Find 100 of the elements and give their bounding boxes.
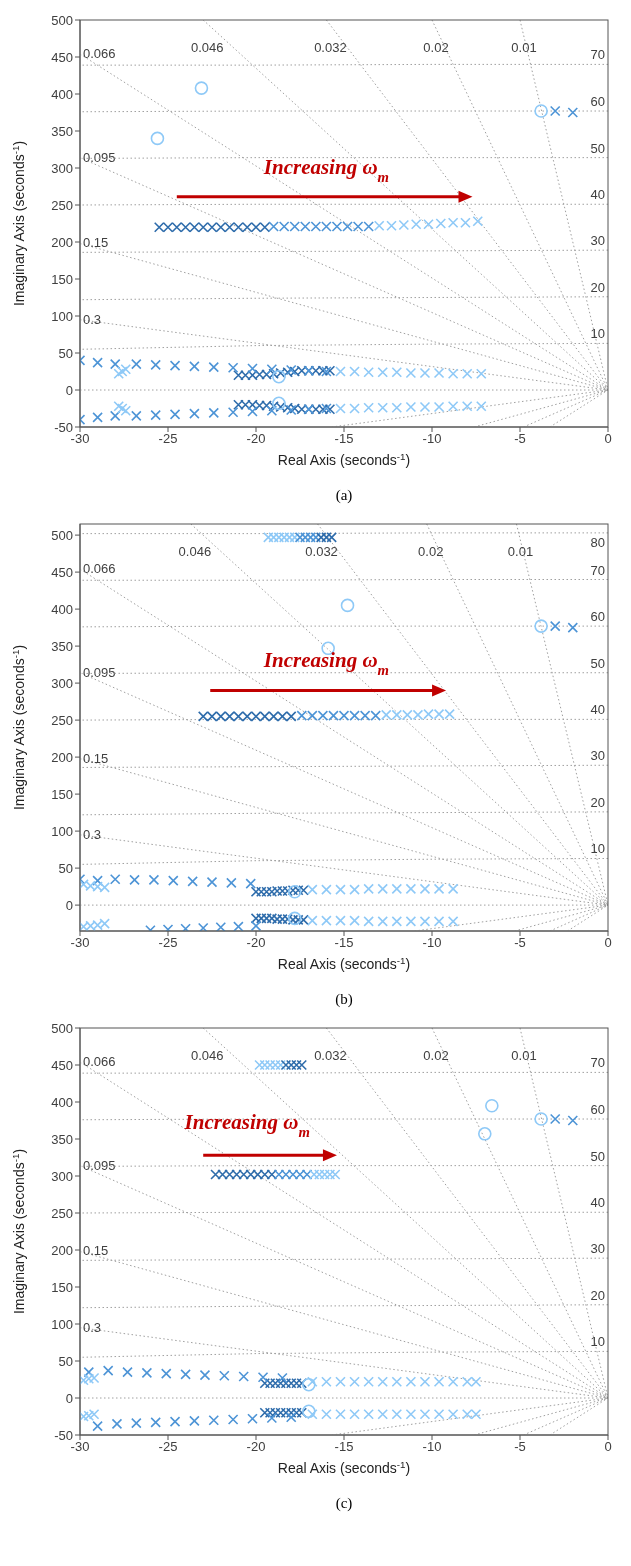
series-label: 70 <box>590 47 605 63</box>
series-label: 0.3 <box>83 826 102 842</box>
series-label: 0.032 <box>314 40 347 55</box>
series-label: 0.066 <box>83 46 116 62</box>
series-label: 0.046 <box>190 1048 224 1063</box>
y-tick-label: 450 <box>51 1057 73 1073</box>
annotation: Increasing ω$_{m}$ <box>262 154 390 185</box>
x-tick-label: 0 <box>604 935 612 951</box>
x-tick-label: -15 <box>334 935 354 951</box>
series-label: 20 <box>590 794 605 810</box>
series-label: 0.066 <box>83 1054 116 1070</box>
series-label: 0.3 <box>83 1319 102 1335</box>
y-tick-label: 300 <box>51 1168 73 1184</box>
x-tick-label: -10 <box>422 935 442 951</box>
x-tick-label: -5 <box>514 935 526 951</box>
annotation: Increasing ω$_{m}$ <box>183 1109 310 1140</box>
x-axis-title: Real Axis (seconds$^{-1}$) <box>277 954 411 972</box>
annotation: Increasing ω$_{m}$ <box>262 647 390 678</box>
y-tick-label: 300 <box>51 160 73 176</box>
text: (a) <box>335 487 353 504</box>
series-label: 0.01 <box>511 1048 537 1063</box>
y-tick-label: 500 <box>51 1020 73 1036</box>
y-tick-label: 450 <box>51 564 73 580</box>
y-tick-label: 400 <box>51 86 73 102</box>
text: (b) <box>335 991 353 1008</box>
series-label: 30 <box>590 1241 605 1257</box>
y-tick-label: 50 <box>58 860 73 876</box>
x-tick-label: -30 <box>70 431 90 447</box>
y-tick-label: 200 <box>51 234 73 250</box>
series-label: 50 <box>590 140 605 156</box>
y-tick-label: 200 <box>51 749 73 765</box>
series-label: 0.15 <box>83 235 109 251</box>
y-tick-label: 0 <box>65 1390 73 1406</box>
y-tick-label: 400 <box>51 601 73 617</box>
y-tick-label: 50 <box>58 1353 73 1369</box>
y-tick-label: 100 <box>51 1316 73 1332</box>
series-label: 0.02 <box>423 40 449 55</box>
series-label: 50 <box>590 1148 605 1164</box>
series-label: 0.095 <box>83 1157 116 1173</box>
x-tick-label: -25 <box>158 431 178 447</box>
series-label: 0.3 <box>83 311 102 327</box>
y-tick-label: -50 <box>54 419 73 435</box>
series-label: 0.15 <box>83 1243 109 1259</box>
series-label: 0.095 <box>83 664 116 680</box>
series-label: 0.032 <box>314 1048 347 1063</box>
y-tick-label: 250 <box>51 197 73 213</box>
x-axis-title: Real Axis (seconds$^{-1}$) <box>277 1458 411 1476</box>
series-label: 20 <box>590 279 605 295</box>
y-tick-label: 450 <box>51 49 73 65</box>
y-tick-label: 150 <box>51 271 73 287</box>
x-tick-label: -10 <box>422 1439 442 1455</box>
text: (c) <box>335 1495 353 1512</box>
series-label: 60 <box>590 94 605 110</box>
series-label: 10 <box>590 1334 605 1350</box>
series-label: 0.02 <box>423 1048 449 1063</box>
y-tick-label: 250 <box>51 712 73 728</box>
series-label: 40 <box>590 702 605 718</box>
x-tick-label: -30 <box>70 1439 90 1455</box>
series-label: 0.046 <box>190 40 224 55</box>
series-label: 40 <box>590 1195 605 1211</box>
x-tick-label: -15 <box>334 431 354 447</box>
series-label: 0.01 <box>511 40 537 55</box>
series-label: 70 <box>590 562 605 578</box>
series-label: 0.066 <box>83 561 116 577</box>
x-tick-label: -10 <box>422 431 442 447</box>
y-tick-label: 500 <box>51 527 73 543</box>
series-label: 30 <box>590 748 605 764</box>
y-tick-label: 100 <box>51 823 73 839</box>
y-tick-label: 100 <box>51 308 73 324</box>
x-tick-label: -15 <box>334 1439 354 1455</box>
y-tick-label: 0 <box>65 382 73 398</box>
y-tick-label: 300 <box>51 675 73 691</box>
x-tick-label: -20 <box>246 935 266 951</box>
series-label: 60 <box>590 1102 605 1118</box>
series-label: 0.046 <box>178 544 212 559</box>
series-label: 80 <box>590 534 605 550</box>
y-tick-label: 200 <box>51 1242 73 1258</box>
series-label: 10 <box>590 841 605 857</box>
series-label: 0.095 <box>83 149 116 165</box>
series-label: 20 <box>590 1287 605 1303</box>
x-tick-label: -20 <box>246 1439 266 1455</box>
series-label: 70 <box>590 1055 605 1071</box>
series-label: 0.01 <box>507 544 534 559</box>
series-label: 0.02 <box>418 544 444 559</box>
x-tick-label: -5 <box>514 431 526 447</box>
y-tick-label: 350 <box>51 1131 73 1147</box>
y-tick-label: 50 <box>58 345 73 361</box>
x-tick-label: 0 <box>604 431 612 447</box>
y-tick-label: 350 <box>51 123 73 139</box>
x-tick-label: -30 <box>70 935 90 951</box>
series-label: 30 <box>590 233 605 249</box>
x-tick-label: -20 <box>246 431 266 447</box>
x-tick-label: -25 <box>158 1439 178 1455</box>
y-tick-label: 150 <box>51 786 73 802</box>
y-tick-label: 500 <box>51 12 73 28</box>
series-label: 0.15 <box>83 750 109 766</box>
y-tick-label: 0 <box>65 897 73 913</box>
series-label: 50 <box>590 655 605 671</box>
y-tick-label: 350 <box>51 638 73 654</box>
y-tick-label: -50 <box>54 1427 73 1443</box>
